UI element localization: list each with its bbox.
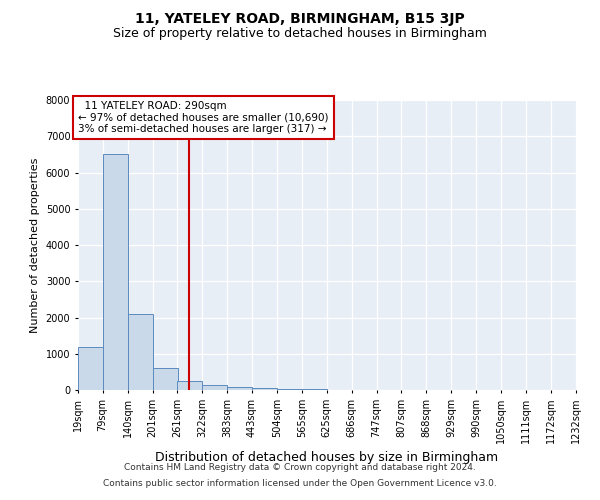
Bar [152, 368, 178, 390]
Bar [103, 154, 128, 390]
Text: Size of property relative to detached houses in Birmingham: Size of property relative to detached ho… [113, 28, 487, 40]
Text: 11, YATELEY ROAD, BIRMINGHAM, B15 3JP: 11, YATELEY ROAD, BIRMINGHAM, B15 3JP [135, 12, 465, 26]
Bar [252, 388, 277, 390]
Text: Contains public sector information licensed under the Open Government Licence v3: Contains public sector information licen… [103, 478, 497, 488]
Bar [177, 381, 202, 390]
Bar [227, 387, 253, 390]
Text: Contains HM Land Registry data © Crown copyright and database right 2024.: Contains HM Land Registry data © Crown c… [124, 464, 476, 472]
Text: 11 YATELEY ROAD: 290sqm
← 97% of detached houses are smaller (10,690)
3% of semi: 11 YATELEY ROAD: 290sqm ← 97% of detache… [78, 100, 329, 134]
Bar [202, 386, 227, 390]
Bar [277, 389, 302, 390]
Bar [128, 314, 152, 390]
Bar [78, 346, 103, 390]
X-axis label: Distribution of detached houses by size in Birmingham: Distribution of detached houses by size … [155, 452, 499, 464]
Y-axis label: Number of detached properties: Number of detached properties [30, 158, 40, 332]
